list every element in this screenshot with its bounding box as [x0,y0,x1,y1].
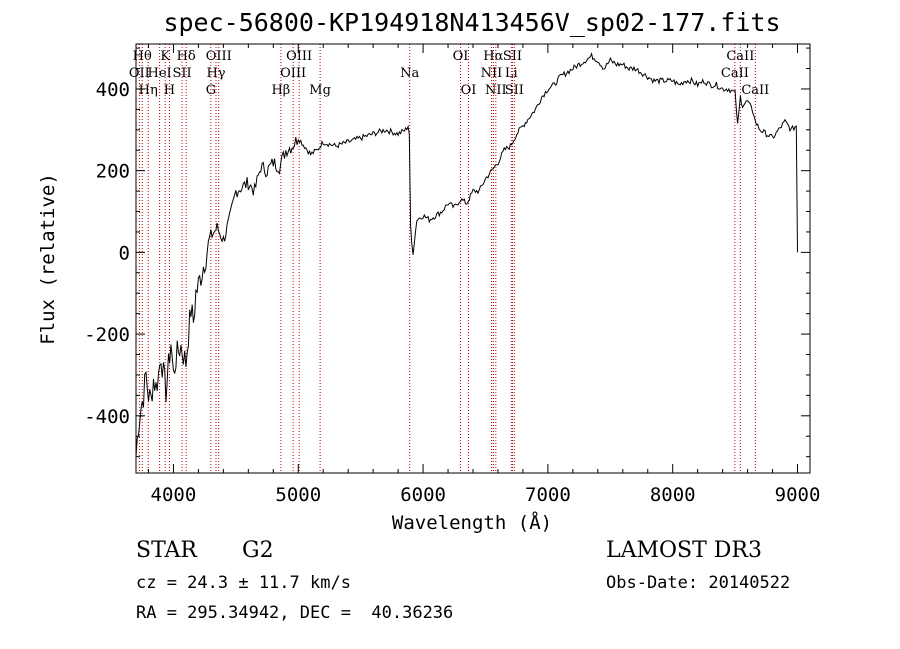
observation-date: Obs-Date: 20140522 [606,573,791,593]
chart-title: spec-56800-KP194918N413456V_sp02-177.fit… [163,8,780,37]
line-marker-label: HeI [148,66,172,81]
line-marker-label: H [164,83,175,98]
line-marker-label: Hγ [206,66,225,81]
y-axis-label: Flux (relative) [37,173,59,345]
redshift-velocity: cz = 24.3 ± 11.7 km/s [136,573,351,593]
line-marker-label: Mg [309,83,331,98]
line-marker-label: Hα [483,49,503,64]
x-tick-label: 9000 [775,484,821,506]
y-tick-label: 200 [96,161,130,183]
y-tick-label: 400 [96,79,130,101]
line-marker-label: OIII [286,49,312,64]
line-marker-label: OIII [206,49,232,64]
object-class: STAR [136,538,197,563]
line-marker-label: Hθ [133,49,152,64]
line-marker-label: OII [129,66,150,81]
plot-frame [135,43,811,474]
line-marker-label: NII [481,66,503,81]
x-tick-label: 7000 [525,484,571,506]
x-axis: 4000 5000 6000 7000 8000 9000 [147,44,821,506]
line-marker-label: CaII [721,66,749,81]
line-marker-label: OI [461,83,477,98]
y-tick-label: -400 [84,406,130,428]
coordinates: RA = 295.34942, DEC = 40.36236 [136,603,454,623]
line-marker-label: SII [172,66,191,81]
line-marker-label: G [206,83,216,98]
line-marker-label: Na [400,66,419,81]
line-marker-label: CaII [741,83,769,98]
line-marker-label: Hδ [177,49,196,64]
object-subclass: G2 [242,538,274,563]
line-marker-label: OIII [280,66,306,81]
line-marker-label: Hη [139,83,158,98]
y-tick-label: 0 [119,242,130,264]
line-marker-label: SII [503,49,522,64]
line-marker-label: CaII [726,49,754,64]
spectrum-line [135,51,798,457]
x-tick-label: 5000 [275,484,321,506]
x-tick-label: 4000 [151,484,197,506]
line-marker-label: Hβ [271,83,290,98]
y-tick-label: -200 [84,324,130,346]
y-axis: -400 -200 0 200 400 [84,47,810,458]
line-marker-label: Li [505,66,518,81]
line-marker-label: NII [485,83,507,98]
line-marker-labels: HθOIIHηHeIKHSIIHδGHγOIIIHβOIIIOIIIMgNaOI… [129,49,769,98]
spectrum-series [135,51,798,457]
line-marker-label: K [160,49,170,64]
survey-name: LAMOST DR3 [606,538,762,563]
x-tick-label: 8000 [650,484,696,506]
line-marker-label: OI [453,49,469,64]
x-axis-label: Wavelength (Å) [392,511,552,534]
line-markers [138,44,756,473]
x-tick-label: 6000 [400,484,446,506]
line-marker-label: SII [505,83,524,98]
